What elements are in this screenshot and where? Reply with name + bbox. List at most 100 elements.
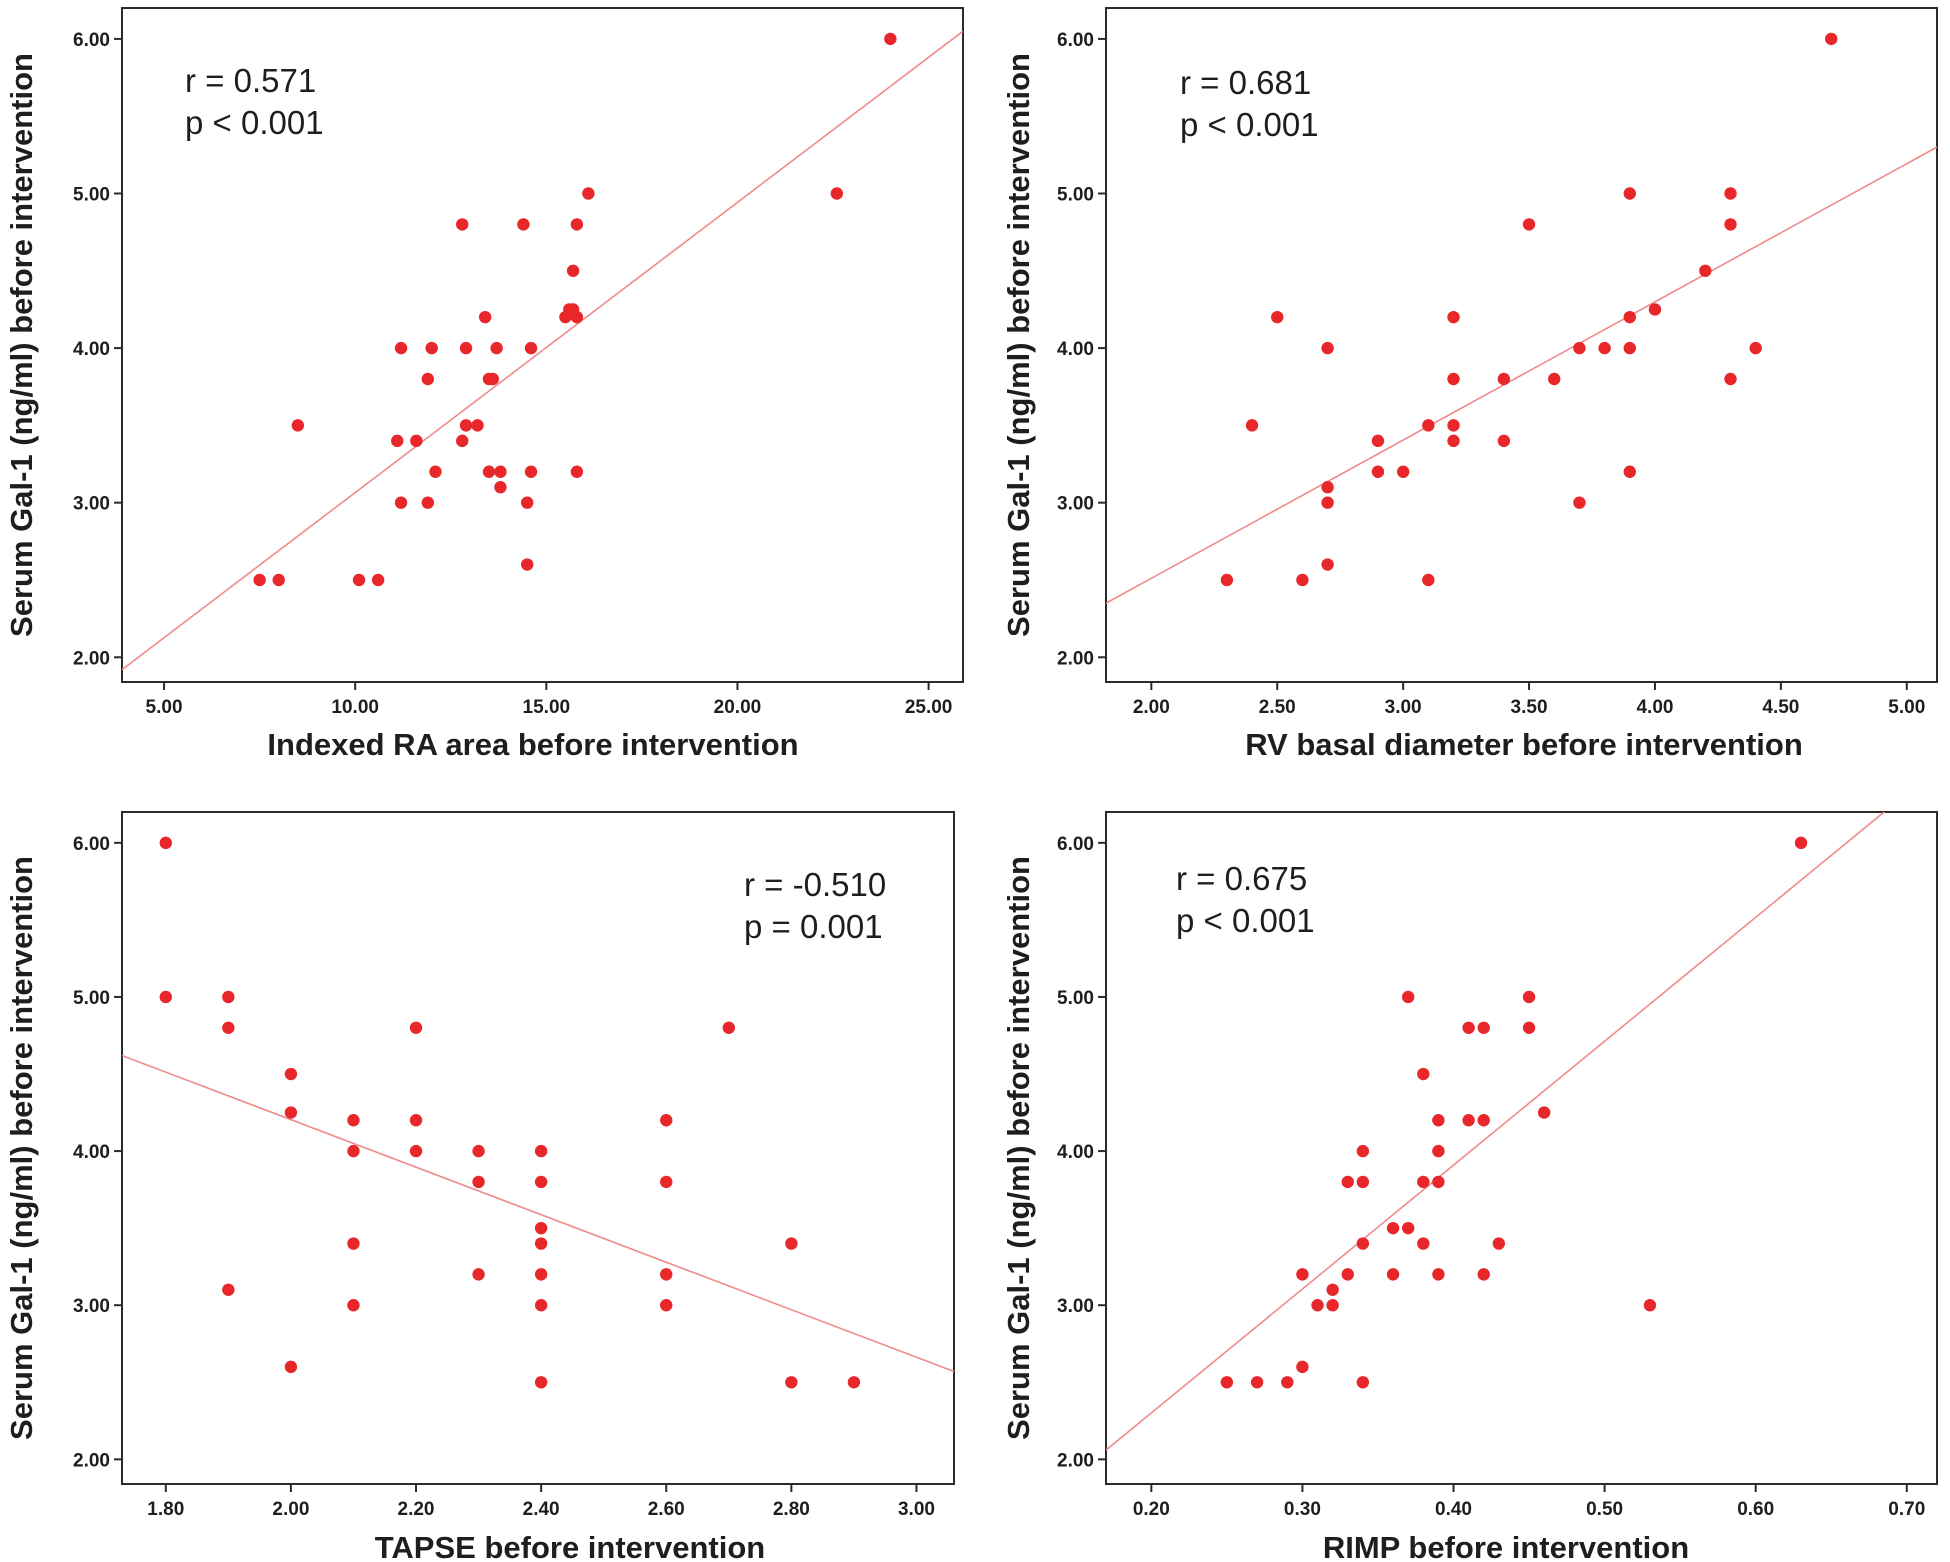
- scatter-point: [1356, 1237, 1370, 1250]
- x-tick-label: 0.70: [1888, 1499, 1925, 1520]
- scatter-point: [486, 372, 500, 386]
- scatter-point: [494, 481, 507, 494]
- scatter-point: [1548, 372, 1561, 386]
- plot-area-frame: [1105, 7, 1938, 683]
- scatter-point: [521, 558, 534, 571]
- scatter-point: [1396, 465, 1410, 478]
- scatter-point: [1648, 303, 1662, 316]
- scatter-point: [459, 419, 473, 432]
- scatter-point: [494, 465, 507, 478]
- scatter-point: [1321, 481, 1334, 494]
- scatter-point: [534, 1144, 548, 1158]
- x-tick-label: 2.20: [398, 1499, 435, 1520]
- scatter-point: [222, 1283, 235, 1296]
- scatter-point: [830, 187, 844, 200]
- scatter-point: [1447, 372, 1460, 386]
- y-tick-label: 5.00: [73, 185, 110, 206]
- x-tick-label: 5.00: [146, 697, 183, 718]
- scatter-point: [1699, 264, 1712, 277]
- x-axis-label: RIMP before intervention: [1323, 1530, 1689, 1562]
- scatter-point: [566, 264, 580, 277]
- scatter-point: [1477, 1021, 1490, 1034]
- scatter-point: [394, 341, 408, 355]
- scatter-point: [421, 372, 435, 386]
- scatter-point: [347, 1114, 360, 1127]
- scatter-point: [1250, 1376, 1264, 1389]
- scatter-point: [425, 341, 438, 355]
- scatter-point: [570, 310, 584, 324]
- y-tick-label: 4.00: [1057, 1142, 1094, 1163]
- scatter-point: [785, 1237, 798, 1250]
- scatter-point: [1296, 1268, 1309, 1281]
- panel-rimp: 0.20 0.30 0.40 0.50 0.60 0.70 2.00 3.00 4.00 5.00…: [1001, 811, 1938, 1562]
- scatter-point: [1245, 419, 1259, 432]
- y-tick-label: 6.00: [73, 30, 110, 51]
- x-tick-label: 2.80: [773, 1499, 810, 1520]
- scatter-point: [1522, 218, 1536, 231]
- scatter-point: [1623, 341, 1636, 355]
- regression-line: [122, 30, 963, 671]
- scatter-point: [1371, 434, 1385, 448]
- scatter-point: [524, 341, 538, 355]
- scatter-point: [409, 1021, 423, 1034]
- regression-line: [1106, 146, 1937, 604]
- scatter-point: [284, 1067, 298, 1081]
- y-tick-label: 5.00: [1057, 988, 1094, 1009]
- scatter-point: [660, 1175, 673, 1189]
- scatter-point: [391, 434, 404, 448]
- scatter-point: [1724, 218, 1737, 231]
- scatter-point: [459, 341, 473, 355]
- scatter-point: [1326, 1299, 1339, 1312]
- scatter-point: [284, 1106, 298, 1119]
- scatter-point: [534, 1175, 548, 1189]
- scatter-point: [1220, 573, 1234, 587]
- scatter-point: [159, 990, 172, 1004]
- scatter-point: [1356, 1376, 1370, 1389]
- scatter-point: [284, 1360, 298, 1374]
- y-tick-label: 3.00: [1057, 1296, 1094, 1317]
- scatter-point: [409, 1144, 423, 1158]
- scatter-point: [660, 1299, 673, 1312]
- scatter-point: [1522, 1021, 1536, 1034]
- regression-line: [1106, 812, 1886, 1451]
- scatter-point: [409, 1114, 423, 1127]
- scatter-point: [159, 836, 172, 850]
- scatter-point: [222, 990, 235, 1004]
- y-tick-label: 4.00: [73, 1142, 110, 1163]
- correlation-r-label: r = 0.681: [1180, 64, 1311, 101]
- scatter-point: [1417, 1067, 1430, 1081]
- scatter-point: [429, 465, 442, 478]
- scatter-point: [1341, 1175, 1354, 1189]
- y-axis-label: Serum Gal-1 (ng/ml) before intervention: [1001, 53, 1036, 637]
- scatter-point: [1432, 1268, 1445, 1281]
- scatter-point: [478, 310, 492, 324]
- scatter-point: [1321, 341, 1334, 355]
- x-tick-label: 3.00: [898, 1499, 935, 1520]
- x-tick-label: 3.00: [1385, 697, 1422, 718]
- scatter-point: [1296, 1360, 1309, 1374]
- scatter-point: [559, 310, 572, 324]
- scatter-point: [1321, 558, 1334, 571]
- scatter-point: [222, 1021, 235, 1034]
- scatter-point: [1623, 465, 1636, 478]
- scatter-point: [1417, 1237, 1430, 1250]
- scatter-point: [291, 419, 305, 432]
- scatter-point: [1573, 496, 1586, 509]
- scatter-point: [570, 465, 584, 478]
- scatter-point: [521, 496, 534, 509]
- scatter-point: [1447, 310, 1460, 324]
- scatter-point: [785, 1376, 798, 1389]
- correlation-r-label: r = -0.510: [744, 866, 886, 903]
- y-tick-label: 6.00: [73, 834, 110, 855]
- scatter-point: [534, 1237, 548, 1250]
- y-tick-label: 2.00: [73, 1450, 110, 1471]
- scatter-point: [1522, 990, 1536, 1004]
- scatter-point: [1537, 1106, 1551, 1119]
- scatter-point: [1296, 573, 1309, 587]
- correlation-r-label: r = 0.675: [1176, 860, 1307, 897]
- y-tick-label: 5.00: [1057, 185, 1094, 206]
- x-tick-label: 3.50: [1511, 697, 1548, 718]
- panel-ra-area: 5.00 10.00 15.00 20.00 25.00 2.00 3.00 4.00 5.00…: [4, 7, 964, 762]
- scatter-point: [660, 1268, 673, 1281]
- scatter-point: [1422, 573, 1435, 587]
